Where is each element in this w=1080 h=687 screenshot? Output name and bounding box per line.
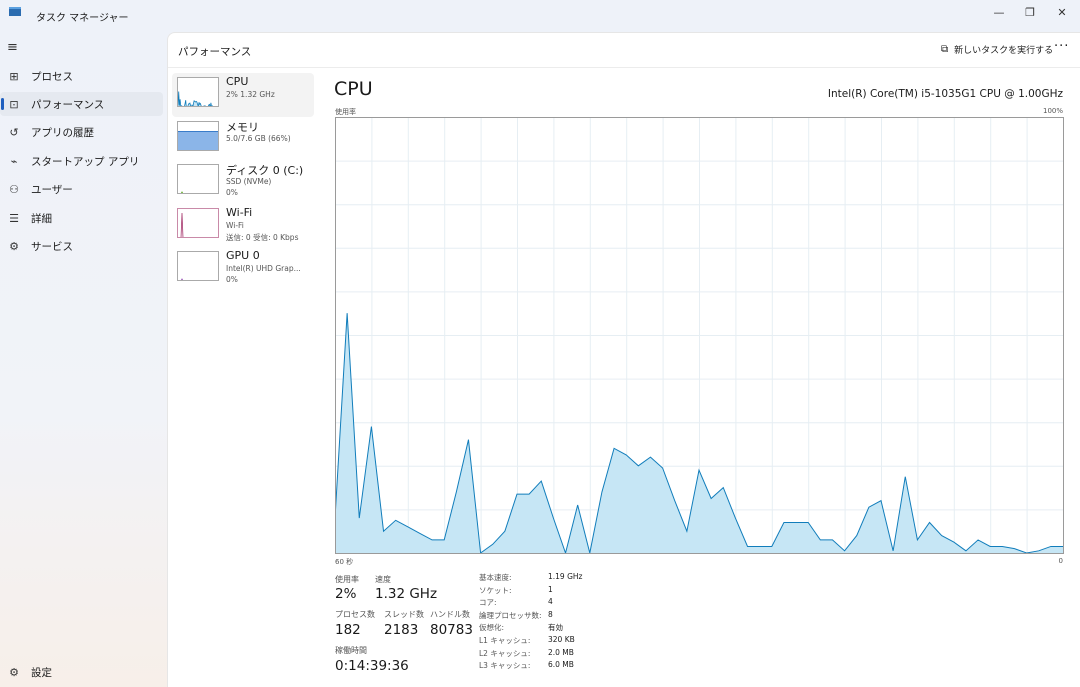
device-subtitle-2: 0% [226, 188, 238, 197]
device-card[interactable]: GPU 0 Intel(R) UHD Grap... 0% [172, 247, 314, 291]
usage-area [335, 313, 1063, 553]
spec-value: 320 KB [548, 635, 575, 644]
hamburger-icon[interactable]: ≡ [7, 40, 18, 55]
sidebar-item-services[interactable]: ⚙ サービス [0, 234, 163, 258]
spec-label: 論理プロセッサ数: [479, 610, 542, 620]
spec-value: 1.19 GHz [548, 572, 583, 581]
device-title: Wi-Fi [226, 205, 253, 219]
sidebar-item-label: ユーザー [31, 184, 73, 197]
device-thumbnail-graph [177, 77, 219, 107]
spec-value: 6.0 MB [548, 660, 574, 670]
sidebar-item-startup[interactable]: ⌁ スタートアップ アプリ [0, 149, 163, 173]
uptime-label: 稼働時間 [335, 646, 367, 655]
device-subtitle: Intel(R) UHD Grap... [226, 264, 301, 273]
performance-icon: ⊡ [9, 97, 19, 111]
sidebar-item-label: 詳細 [31, 212, 52, 225]
title-bar: タスク マネージャー — ❐ ✕ [0, 0, 1080, 32]
device-subtitle: SSD (NVMe) [226, 177, 272, 186]
handles-value: 80783 [430, 622, 473, 638]
device-thumbnail-graph [177, 120, 219, 151]
details-icon: ☰ [9, 211, 19, 225]
spec-label: L1 キャッシュ: [479, 636, 531, 645]
sidebar-item-label: パフォーマンス [31, 98, 105, 111]
handles-label: ハンドル数 [430, 610, 470, 619]
device-title: GPU 0 [226, 249, 260, 262]
main-content: パフォーマンス ⧉ 新しいタスクを実行する ··· CPU 2% 1.32 GH… [167, 32, 1080, 687]
spec-value: 8 [548, 609, 553, 619]
device-title: CPU [226, 75, 249, 88]
spec-value: 2.0 MB [548, 647, 574, 657]
spec-label: 仮想化: [479, 623, 505, 633]
usage-line [335, 313, 1063, 554]
device-thumbnail-graph [177, 251, 219, 281]
device-subtitle-2: 送信: 0 受信: 0 Kbps [226, 232, 299, 242]
device-subtitle-2: 0% [226, 275, 238, 284]
sidebar-item-details[interactable]: ☰ 詳細 [0, 206, 163, 230]
run-task-label: 新しいタスクを実行する [954, 46, 1054, 56]
spec-value: 1 [548, 584, 553, 594]
device-card[interactable]: CPU 2% 1.32 GHz [172, 73, 314, 117]
task-manager-icon [9, 7, 21, 16]
processes-label: プロセス数 [335, 610, 375, 619]
sidebar-item-users[interactable]: ⚇ ユーザー [0, 178, 163, 202]
users-icon: ⚇ [9, 183, 19, 197]
device-subtitle: 2% 1.32 GHz [226, 90, 275, 99]
spec-label: 基本速度: [479, 573, 512, 582]
spec-label: ソケット: [479, 585, 512, 595]
device-thumbnail-graph [177, 207, 219, 238]
usage-value: 2% [335, 586, 357, 602]
device-card[interactable]: メモリ 5.0/7.6 GB (66%) [172, 117, 314, 161]
services-icon: ⚙ [9, 239, 19, 253]
spec-value: 4 [548, 597, 553, 607]
run-task-icon: ⧉ [941, 44, 949, 55]
spec-label: L3 キャッシュ: [479, 661, 531, 671]
uptime-value: 0:14:39:36 [335, 658, 409, 674]
device-subtitle: 5.0/7.6 GB (66%) [226, 133, 291, 143]
cpu-heading: CPU [334, 78, 373, 100]
device-thumbnail-graph [177, 164, 219, 194]
spec-value: 有効 [548, 623, 563, 633]
speed-label: 速度 [375, 575, 391, 584]
usage-label: 使用率 [335, 575, 359, 584]
sidebar-item-history[interactable]: ↺ アプリの履歴 [0, 121, 163, 145]
sidebar-item-processes[interactable]: ⊞ プロセス [0, 64, 163, 88]
sidebar-item-label: スタートアップ アプリ [31, 155, 140, 168]
graph-border [335, 117, 1064, 554]
device-card[interactable]: ディスク 0 (C:) SSD (NVMe) 0% [172, 160, 314, 204]
device-title: メモリ [226, 120, 259, 134]
startup-icon: ⌁ [10, 154, 18, 168]
threads-value: 2183 [384, 622, 419, 638]
speed-value: 1.32 GHz [375, 586, 438, 602]
sidebar-item-label: アプリの履歴 [31, 127, 94, 140]
minimize-button[interactable]: — [993, 6, 1005, 19]
graph-time-label: 60 秒 [335, 558, 354, 566]
threads-label: スレッド数 [384, 610, 424, 619]
sidebar-item-settings[interactable]: ⚙ 設定 [0, 660, 163, 684]
app-title: タスク マネージャー [36, 13, 129, 24]
page-title: パフォーマンス [178, 46, 252, 58]
sidebar-item-label: プロセス [31, 70, 73, 83]
sidebar-item-label: サービス [31, 240, 73, 253]
maximize-button[interactable]: ❐ [1025, 6, 1035, 19]
gear-icon: ⚙ [9, 665, 19, 679]
processes-value: 182 [335, 622, 361, 638]
graph-max-label: 100% [1042, 107, 1063, 115]
cpu-usage-graph [335, 117, 1064, 554]
graph-min-label: 0 [1058, 557, 1063, 565]
device-subtitle: Wi-Fi [226, 220, 244, 230]
processes-icon: ⊞ [9, 69, 19, 83]
cpu-model: Intel(R) Core(TM) i5-1035G1 CPU @ 1.00GH… [827, 88, 1063, 100]
spec-label: コア: [479, 598, 497, 608]
spec-label: L2 キャッシュ: [479, 648, 531, 658]
close-button[interactable]: ✕ [1057, 6, 1067, 19]
sidebar-item-label: 設定 [31, 666, 52, 679]
sidebar-item-performance[interactable]: ⊡ パフォーマンス [0, 92, 163, 117]
graph-label: 使用率 [335, 108, 356, 116]
history-icon: ↺ [9, 126, 19, 140]
more-options-button[interactable]: ··· [1054, 39, 1070, 54]
run-new-task-button[interactable]: ⧉ 新しいタスクを実行する [941, 43, 1053, 56]
header-divider [168, 67, 1080, 68]
device-title: ディスク 0 (C:) [226, 164, 304, 177]
device-card[interactable]: Wi-Fi Wi-Fi 送信: 0 受信: 0 Kbps [172, 204, 314, 248]
